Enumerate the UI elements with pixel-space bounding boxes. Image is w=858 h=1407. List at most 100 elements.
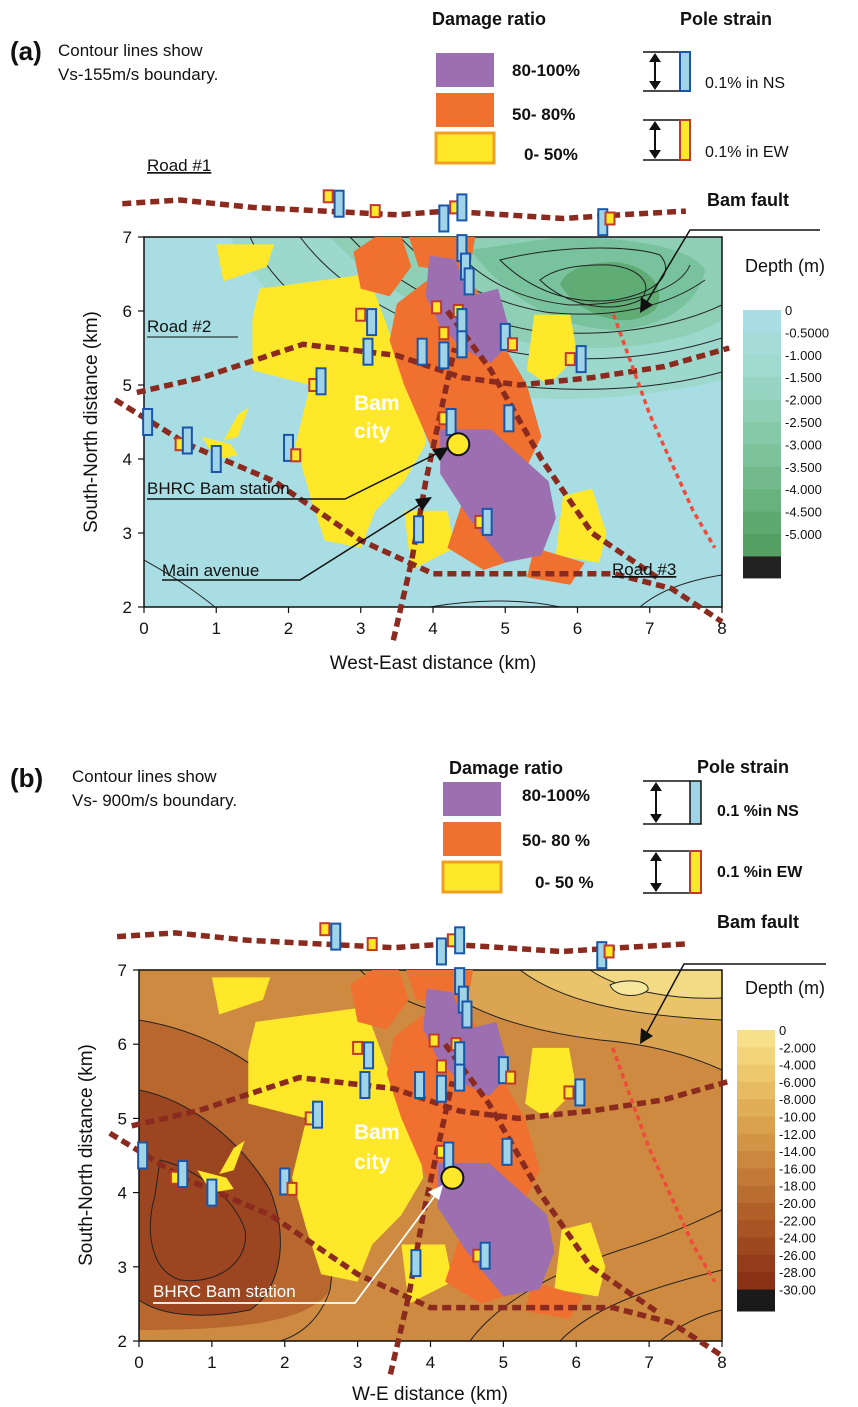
strain-legend-ns-symbol xyxy=(643,51,691,92)
colorbar-tick-label: -10.00 xyxy=(779,1110,816,1125)
strain-layer-a xyxy=(142,189,616,544)
main-avenue-leader xyxy=(162,497,432,581)
damage-area-0-50-1 xyxy=(216,244,275,282)
damage-label-mid-b: 50- 80 % xyxy=(522,831,590,850)
y-tick-label: 2 xyxy=(118,1332,127,1351)
strain-marker-ns-25 xyxy=(177,1160,189,1189)
colorbar-swatch xyxy=(743,332,781,356)
colorbar-tick-label: -6.000 xyxy=(779,1075,816,1090)
bam-fault-label-a: Bam fault xyxy=(707,190,789,210)
strain-marker-ew-19 xyxy=(352,1040,364,1055)
road-line-4 xyxy=(445,309,659,580)
y-tick-label: 3 xyxy=(123,524,132,543)
y-tick-label: 7 xyxy=(123,228,132,247)
strain-marker-ns-36 xyxy=(574,1078,586,1107)
road-3-label: Road #3 xyxy=(612,560,676,579)
colorbar-swatch xyxy=(743,444,781,468)
strain-marker-ns-15 xyxy=(438,341,450,370)
colorbar-tick-label: -4.000 xyxy=(779,1058,816,1073)
colorbar-tick-label: -28.00 xyxy=(779,1265,816,1280)
strain-layer-b xyxy=(137,922,615,1278)
strain-marker-ns-18 xyxy=(359,1071,371,1100)
panel-b-label: (b) xyxy=(10,763,43,793)
damage-swatch-high xyxy=(436,53,494,87)
strain-marker-ns-14 xyxy=(414,1071,426,1100)
strain-legend-ew-symbol xyxy=(643,119,691,161)
strain-marker-ns-25 xyxy=(181,426,193,455)
y-tick-label: 2 xyxy=(123,598,132,617)
strain-marker-ew-28 xyxy=(290,448,302,463)
colorbar-tick-label: -24.00 xyxy=(779,1231,816,1246)
x-tick-label: 3 xyxy=(353,1353,362,1372)
x-tick-label: 5 xyxy=(499,1353,508,1372)
damage-swatch-low xyxy=(434,131,496,165)
colorbar-tick-label: -20.00 xyxy=(779,1196,816,1211)
x-tick-label: 8 xyxy=(717,619,726,638)
y-tick-label: 4 xyxy=(123,450,132,469)
station-label-b: BHRC Bam station xyxy=(153,1282,296,1301)
colorbar-swatch xyxy=(737,1272,775,1291)
y-tick-label: 5 xyxy=(118,1109,127,1128)
damage-swatch-mid-b xyxy=(443,822,501,856)
x-tick-label: 4 xyxy=(426,1353,435,1372)
axes-b: 0 1 2 3 4 5 6 7 8 2 3 4 5 6 7 xyxy=(118,961,727,1372)
bam-fault-leader-b xyxy=(640,963,826,1044)
colorbar-swatch xyxy=(743,422,781,445)
strain-marker-ew-12 xyxy=(428,1033,440,1048)
x-tick-label: 1 xyxy=(212,619,221,638)
x-tick-label: 7 xyxy=(644,1353,653,1372)
strain-marker-ew-35 xyxy=(563,1085,575,1100)
damage-legend-title-b: Damage ratio xyxy=(449,758,563,778)
colorbar-tick-label: -3.000 xyxy=(785,437,822,452)
strain-marker-ew-2 xyxy=(369,204,381,219)
strain-marker-ns-20 xyxy=(363,1041,375,1070)
damage-label-low: 0- 50% xyxy=(524,145,578,164)
strain-marker-ns-17 xyxy=(443,1141,455,1170)
damage-swatch-low-b xyxy=(441,860,503,894)
strain-marker-ew-34 xyxy=(506,337,518,352)
strain-marker-ns-33 xyxy=(499,322,511,351)
colorbar-tick-label: -16.00 xyxy=(779,1161,816,1176)
strain-marker-ns-33 xyxy=(497,1056,509,1085)
damage-area-0-50-3 xyxy=(219,1140,245,1174)
strain-label-ns-b: 0.1 %in NS xyxy=(717,803,799,820)
colorbar-tick-label: -0.5000 xyxy=(785,325,829,340)
colorbar-swatch xyxy=(737,1047,775,1066)
damage-area-0-50-4 xyxy=(525,1047,577,1119)
damage-swatch-high-b xyxy=(443,782,501,816)
strain-marker-ns-26 xyxy=(210,445,222,473)
colorbar-tick-label: -4.000 xyxy=(785,482,822,497)
strain-marker-ns-29 xyxy=(413,515,425,544)
strain-marker-ns-8 xyxy=(463,267,475,296)
strain-marker-ns-22 xyxy=(312,1100,324,1129)
x-tick-label: 2 xyxy=(280,1353,289,1372)
x-tick-label: 2 xyxy=(284,619,293,638)
strain-marker-ew-38 xyxy=(604,211,616,226)
colorbar-tick-label: -8.000 xyxy=(779,1092,816,1107)
strain-marker-ns-5 xyxy=(454,926,466,955)
y-tick-label: 7 xyxy=(118,961,127,980)
colorbar-b: 0 -2.000 -4.000 -6.000 -8.000 -10.00 -12.00 -14… xyxy=(737,1023,816,1312)
colorbar-swatch xyxy=(737,1081,775,1100)
colorbar-swatch xyxy=(743,489,781,513)
bam-city-label-a1: Bam xyxy=(354,392,400,415)
panel-a-note-line2: Vs-155m/s boundary. xyxy=(58,65,218,84)
damage-area-50-80-11 xyxy=(526,547,585,585)
colorbar-title-a: Depth (m) xyxy=(745,256,825,276)
colorbar-swatch xyxy=(737,1237,775,1256)
strain-marker-ns-14 xyxy=(416,337,428,366)
y-tick-label: 3 xyxy=(118,1258,127,1277)
strain-legend-ew-symbol-b xyxy=(643,850,702,894)
strain-marker-ew-13 xyxy=(435,1059,447,1074)
bam-city-label-a2: city xyxy=(354,420,391,443)
damage-label-high-b: 80-100% xyxy=(522,786,590,805)
strain-marker-ns-3 xyxy=(435,937,447,966)
strain-marker-ns-3 xyxy=(438,204,450,233)
damage-label-low-b: 0- 50 % xyxy=(535,873,594,892)
colorbar-swatch xyxy=(737,1133,775,1152)
strain-marker-ew-12 xyxy=(431,300,443,315)
x-tick-label: 4 xyxy=(428,619,437,638)
x-tick-label: 7 xyxy=(645,619,654,638)
bhrc-station-marker-b xyxy=(440,1165,465,1190)
bam-city-label-b1: Bam xyxy=(354,1121,400,1144)
